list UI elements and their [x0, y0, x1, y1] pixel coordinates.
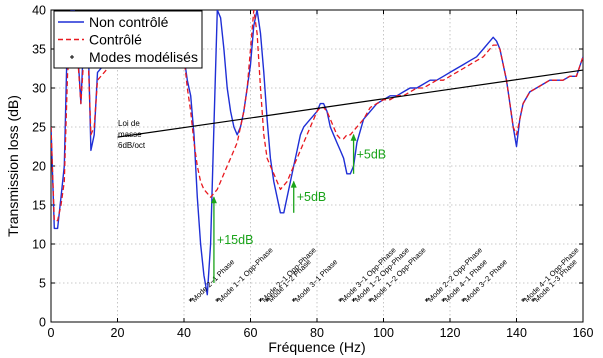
legend-item: Contrôlé — [58, 32, 142, 48]
x-tick-label: 60 — [244, 326, 258, 340]
mass-law-label: Loi de — [118, 119, 140, 128]
annotations-layer: +15dB +5dB +5dB Loi de masse 6dB/oct — [118, 119, 386, 283]
y-tick-label: 15 — [32, 199, 46, 213]
x-tick-label: 140 — [506, 326, 527, 340]
y-tick-label: 30 — [32, 82, 46, 96]
mass-law-layer — [117, 69, 584, 138]
y-tick-label: 20 — [32, 160, 46, 174]
x-axis-label: Fréquence (Hz) — [268, 339, 365, 355]
axes: 0 20 40 60 80 100 120 140 160 0 5 10 15 20 25 30 35 40 Fré… — [5, 4, 593, 356]
gain-annotation: +15dB — [217, 233, 254, 247]
y-tick-label: 40 — [32, 4, 46, 18]
gain-arrow-head — [350, 133, 357, 141]
legend-item: Modes modélisés — [70, 49, 198, 65]
mass-law-label: 6dB/oct — [118, 141, 146, 150]
x-tick-label: 100 — [373, 326, 394, 340]
gain-arrow-head — [210, 196, 217, 204]
y-tick-label: 10 — [32, 238, 46, 252]
gain-annotation: +5dB — [357, 147, 387, 161]
x-tick-label: 120 — [440, 326, 461, 340]
mass-law-line — [117, 69, 584, 138]
x-tick-label: 40 — [177, 326, 191, 340]
x-tick-label: 160 — [573, 326, 594, 340]
x-tick-label: 20 — [111, 326, 125, 340]
legend-label: Modes modélisés — [89, 49, 198, 65]
x-tick-label: 80 — [310, 326, 324, 340]
y-tick-label: 25 — [32, 121, 46, 135]
y-axis-label: Transmission loss (dB) — [5, 95, 21, 237]
gain-arrow-head — [290, 180, 297, 188]
gain-annotation: +5dB — [297, 190, 327, 204]
x-tick-label: 0 — [48, 326, 55, 340]
y-tick-label: 35 — [32, 43, 46, 57]
y-tick-label: 5 — [39, 277, 46, 291]
legend-label: Contrôlé — [89, 32, 142, 48]
mass-law-label: masse — [118, 130, 142, 139]
legend-label: Non contrôlé — [89, 14, 169, 30]
y-tick-label: 0 — [39, 316, 46, 330]
legend-item: Non contrôlé — [58, 14, 169, 30]
